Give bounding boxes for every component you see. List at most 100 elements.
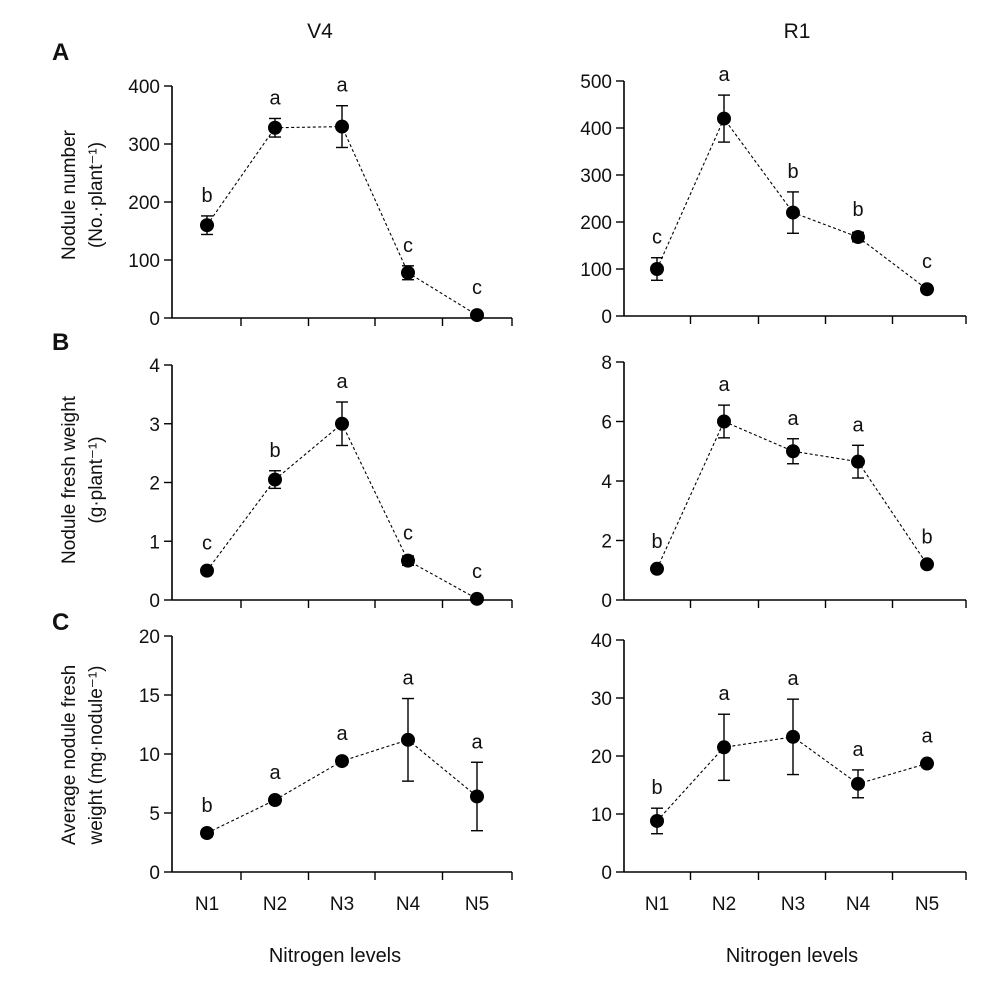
series-line — [656, 736, 928, 822]
y-tick-label: 20 — [139, 627, 160, 648]
significance-letter: c — [472, 277, 482, 299]
xlabel-right: Nitrogen levels — [726, 945, 858, 967]
svg-text:Nodule number: Nodule number — [59, 129, 80, 260]
data-point — [268, 472, 282, 487]
significance-letter: b — [651, 777, 662, 799]
significance-letter: a — [787, 408, 799, 430]
y-tick-label: 200 — [580, 213, 612, 234]
significance-letter: b — [921, 526, 932, 548]
data-point — [335, 754, 349, 769]
data-point — [851, 454, 865, 469]
y-tick-label: 500 — [580, 72, 612, 93]
x-tick-label: N5 — [465, 894, 489, 915]
data-point — [200, 826, 214, 841]
y-tick-label: 40 — [591, 631, 612, 652]
data-point — [920, 756, 934, 771]
y-tick-label: 0 — [601, 591, 612, 612]
ylabel-b: Nodule fresh weight (g·plant⁻¹) — [59, 395, 107, 564]
data-point — [786, 729, 800, 744]
column-title-r1: R1 — [784, 20, 811, 43]
ylabel-a: Nodule number (No.·plant⁻¹) — [59, 129, 107, 260]
y-tick-label: 200 — [128, 193, 160, 214]
y-tick-label: 10 — [139, 745, 160, 766]
panel-c-r1: 0 10 20 30 40 N1 N2 N3 N4 N5 b a a a a — [591, 631, 967, 915]
panel-a-v4: 0 100 200 300 400 b a a c c — [128, 75, 513, 330]
svg-text:Nodule fresh weight: Nodule fresh weight — [59, 395, 80, 564]
row-letter-a: A — [52, 39, 69, 66]
series-line — [206, 739, 478, 834]
y-tick-label: 6 — [601, 413, 612, 434]
significance-letter: a — [787, 668, 799, 690]
significance-letter: b — [651, 531, 662, 553]
y-tick-label: 0 — [601, 307, 612, 328]
data-point — [650, 813, 664, 828]
data-point — [717, 740, 731, 755]
y-tick-label: 30 — [591, 689, 612, 710]
data-point — [920, 557, 934, 572]
y-tick-label: 8 — [601, 353, 612, 374]
svg-text:(g·plant⁻¹): (g·plant⁻¹) — [86, 436, 107, 523]
data-point — [851, 230, 865, 245]
column-title-v4: V4 — [307, 20, 333, 43]
significance-letter: a — [471, 731, 483, 753]
y-tick-label: 0 — [149, 591, 160, 612]
significance-letter: a — [718, 374, 730, 396]
x-tick-label: N3 — [781, 894, 805, 915]
data-point — [268, 120, 282, 135]
significance-letter: a — [336, 723, 348, 745]
significance-letter: c — [652, 227, 662, 249]
y-tick-label: 4 — [149, 356, 160, 377]
significance-letter: b — [787, 161, 798, 183]
panel-c-v4: 0 5 10 15 20 N1 N2 N3 N4 N5 b a a a a — [139, 627, 513, 915]
data-point — [650, 262, 664, 276]
svg-text:Average nodule fresh: Average nodule fresh — [59, 665, 80, 845]
row-letter-c: C — [52, 609, 69, 636]
svg-text:weight (mg·nodule⁻¹): weight (mg·nodule⁻¹) — [86, 666, 107, 846]
y-tick-label: 300 — [128, 135, 160, 156]
significance-letter: a — [852, 739, 864, 761]
significance-letter: b — [269, 440, 280, 462]
data-point — [717, 414, 731, 429]
data-point — [470, 308, 484, 323]
y-tick-label: 4 — [601, 472, 612, 493]
y-tick-label: 0 — [601, 863, 612, 884]
data-point — [200, 563, 214, 578]
significance-letter: a — [402, 668, 414, 690]
data-point — [335, 416, 349, 431]
data-point — [470, 591, 484, 606]
ylabel-c: Average nodule fresh weight (mg·nodule⁻¹… — [59, 665, 107, 846]
series-line — [206, 422, 478, 600]
significance-letter: a — [852, 414, 864, 436]
row-letter-b: B — [52, 329, 69, 356]
data-point — [786, 444, 800, 459]
series-line — [206, 126, 478, 316]
y-tick-label: 300 — [580, 166, 612, 187]
significance-letter: a — [336, 75, 348, 97]
x-tick-label: N1 — [195, 894, 219, 915]
significance-letter: c — [472, 561, 482, 583]
x-tick-label: N3 — [330, 894, 354, 915]
y-tick-label: 3 — [149, 415, 160, 436]
panel-b-r1: 0 2 4 6 8 b a a a b — [601, 353, 967, 612]
y-tick-label: 400 — [580, 119, 612, 140]
significance-letter: a — [269, 762, 281, 784]
significance-letter: c — [403, 235, 413, 257]
data-point — [920, 282, 934, 297]
data-point — [470, 789, 484, 804]
y-tick-label: 0 — [149, 309, 160, 330]
data-point — [401, 265, 415, 280]
significance-letter: a — [336, 371, 348, 393]
x-tick-label: N2 — [263, 894, 287, 915]
significance-letter: b — [201, 795, 212, 817]
panel-a-r1: 0 100 200 300 400 500 c a b b c — [580, 64, 967, 328]
y-tick-label: 100 — [580, 260, 612, 281]
y-tick-label: 10 — [591, 805, 612, 826]
significance-letter: c — [403, 523, 413, 545]
data-point — [268, 793, 282, 808]
data-point — [401, 553, 415, 568]
xlabel-left: Nitrogen levels — [269, 945, 401, 967]
y-tick-label: 100 — [128, 251, 160, 272]
significance-letter: a — [718, 64, 730, 86]
panel-b-v4: 0 1 2 3 4 c b a c c — [149, 356, 513, 612]
